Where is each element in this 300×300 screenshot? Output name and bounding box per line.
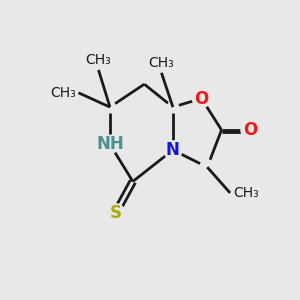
Text: CH₃: CH₃ xyxy=(233,186,259,200)
Text: N: N xyxy=(166,141,180,159)
Circle shape xyxy=(101,135,119,153)
Circle shape xyxy=(192,89,211,108)
Text: NH: NH xyxy=(96,135,124,153)
Text: S: S xyxy=(110,204,122,222)
Text: CH₃: CH₃ xyxy=(85,53,111,67)
Circle shape xyxy=(241,121,259,139)
Circle shape xyxy=(164,141,182,159)
Text: CH₃: CH₃ xyxy=(50,86,76,100)
Text: O: O xyxy=(194,89,208,107)
Text: O: O xyxy=(243,121,257,139)
Text: CH₃: CH₃ xyxy=(148,56,174,70)
Circle shape xyxy=(106,204,125,222)
